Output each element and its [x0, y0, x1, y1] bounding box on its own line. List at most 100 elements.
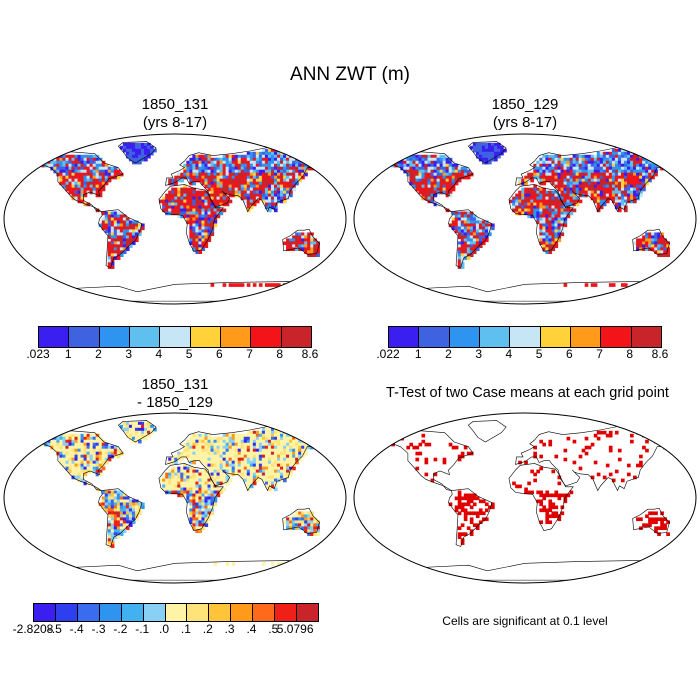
grid-cell — [566, 199, 571, 204]
grid-cell — [283, 460, 287, 465]
grid-cell — [216, 175, 221, 180]
grid-cell — [494, 157, 498, 162]
grid-cell — [243, 436, 248, 441]
grid-cell — [192, 157, 197, 162]
grid-cell — [86, 175, 91, 180]
grid-cell — [545, 163, 550, 168]
grid-cell — [660, 154, 664, 159]
grid-cell — [201, 502, 206, 507]
grid-cell — [623, 154, 628, 159]
grid-cell — [128, 433, 133, 438]
grid-cell — [454, 229, 459, 234]
grid-cell — [292, 451, 296, 456]
grid-cell — [171, 178, 175, 183]
grid-cell — [533, 199, 537, 204]
grid-cell — [623, 163, 628, 168]
grid-cell — [298, 244, 302, 249]
grid-cell — [587, 445, 592, 450]
grid-cell — [264, 451, 269, 456]
grid-cell — [457, 454, 462, 459]
grid-cell — [651, 175, 655, 180]
grid-cell — [572, 157, 577, 162]
grid-cell — [144, 424, 148, 429]
grid-cell — [466, 451, 471, 456]
grid-cell — [669, 166, 673, 171]
grid-cell — [454, 508, 459, 513]
grid-cell — [599, 175, 604, 180]
grid-cell — [234, 169, 239, 174]
grid-cell — [466, 256, 471, 260]
grid-cell — [195, 514, 200, 519]
grid-cell — [590, 160, 595, 165]
grid-cell — [277, 466, 281, 471]
grid-cell — [666, 436, 670, 441]
grid-cell — [219, 451, 224, 456]
grid-cell — [406, 157, 411, 162]
grid-cell — [231, 469, 236, 474]
grid-cell — [83, 187, 88, 192]
grid-cell — [192, 466, 197, 471]
grid-cell — [301, 451, 305, 456]
grid-cell — [131, 424, 136, 429]
grid-cell — [107, 445, 112, 450]
grid-cell — [593, 160, 598, 165]
grid-cell — [192, 217, 197, 222]
grid-cell — [533, 205, 537, 210]
grid-cell — [168, 487, 172, 492]
grid-cell — [98, 190, 103, 195]
grid-cell — [566, 190, 571, 195]
grid-cell — [189, 226, 194, 231]
grid-cell — [578, 154, 583, 159]
grid-cell — [261, 196, 266, 201]
grid-cell — [116, 517, 121, 522]
grid-cell — [554, 244, 559, 249]
grid-cell — [590, 184, 595, 189]
grid-cell — [86, 466, 91, 471]
grid-cell — [469, 229, 474, 234]
grid-cell — [186, 163, 190, 168]
grid-cell — [204, 208, 209, 213]
grid-cell — [258, 472, 263, 477]
grid-cell — [62, 460, 67, 465]
grid-cell — [581, 190, 586, 195]
grid-cell — [107, 262, 112, 266]
grid-cell — [289, 151, 293, 156]
grid-cell — [331, 436, 336, 441]
grid-cell — [210, 460, 215, 465]
grid-cell — [560, 166, 565, 171]
grid-cell — [654, 151, 658, 156]
grid-cell — [234, 190, 239, 195]
grid-cell — [246, 193, 251, 198]
grid-cell — [189, 208, 194, 213]
grid-cell — [71, 451, 76, 456]
grid-cell — [587, 154, 592, 159]
grid-cell — [551, 505, 556, 510]
grid-cell — [207, 436, 212, 441]
grid-cell — [436, 181, 441, 186]
grid-cell — [548, 238, 553, 243]
grid-cell — [116, 172, 121, 177]
grid-cell — [204, 487, 209, 492]
grid-cell — [572, 154, 577, 159]
grid-cell — [569, 202, 574, 207]
grid-cell — [92, 436, 97, 441]
grid-cell — [527, 196, 531, 201]
colorbar-case1 — [38, 326, 312, 348]
grid-cell — [590, 175, 595, 180]
grid-cell — [264, 154, 269, 159]
grid-cell — [548, 493, 553, 498]
grid-cell — [545, 208, 550, 213]
grid-cell — [542, 508, 547, 513]
grid-cell — [77, 181, 82, 186]
grid-cell — [639, 178, 643, 183]
grid-cell — [213, 439, 218, 444]
grid-cell — [283, 187, 287, 192]
grid-cell — [292, 439, 296, 444]
grid-cell — [657, 253, 661, 258]
grid-cell — [204, 448, 209, 453]
grid-cell — [192, 190, 197, 195]
grid-cell — [542, 211, 547, 216]
grid-cell — [213, 469, 218, 474]
grid-cell — [448, 190, 453, 195]
grid-cell — [427, 175, 432, 180]
